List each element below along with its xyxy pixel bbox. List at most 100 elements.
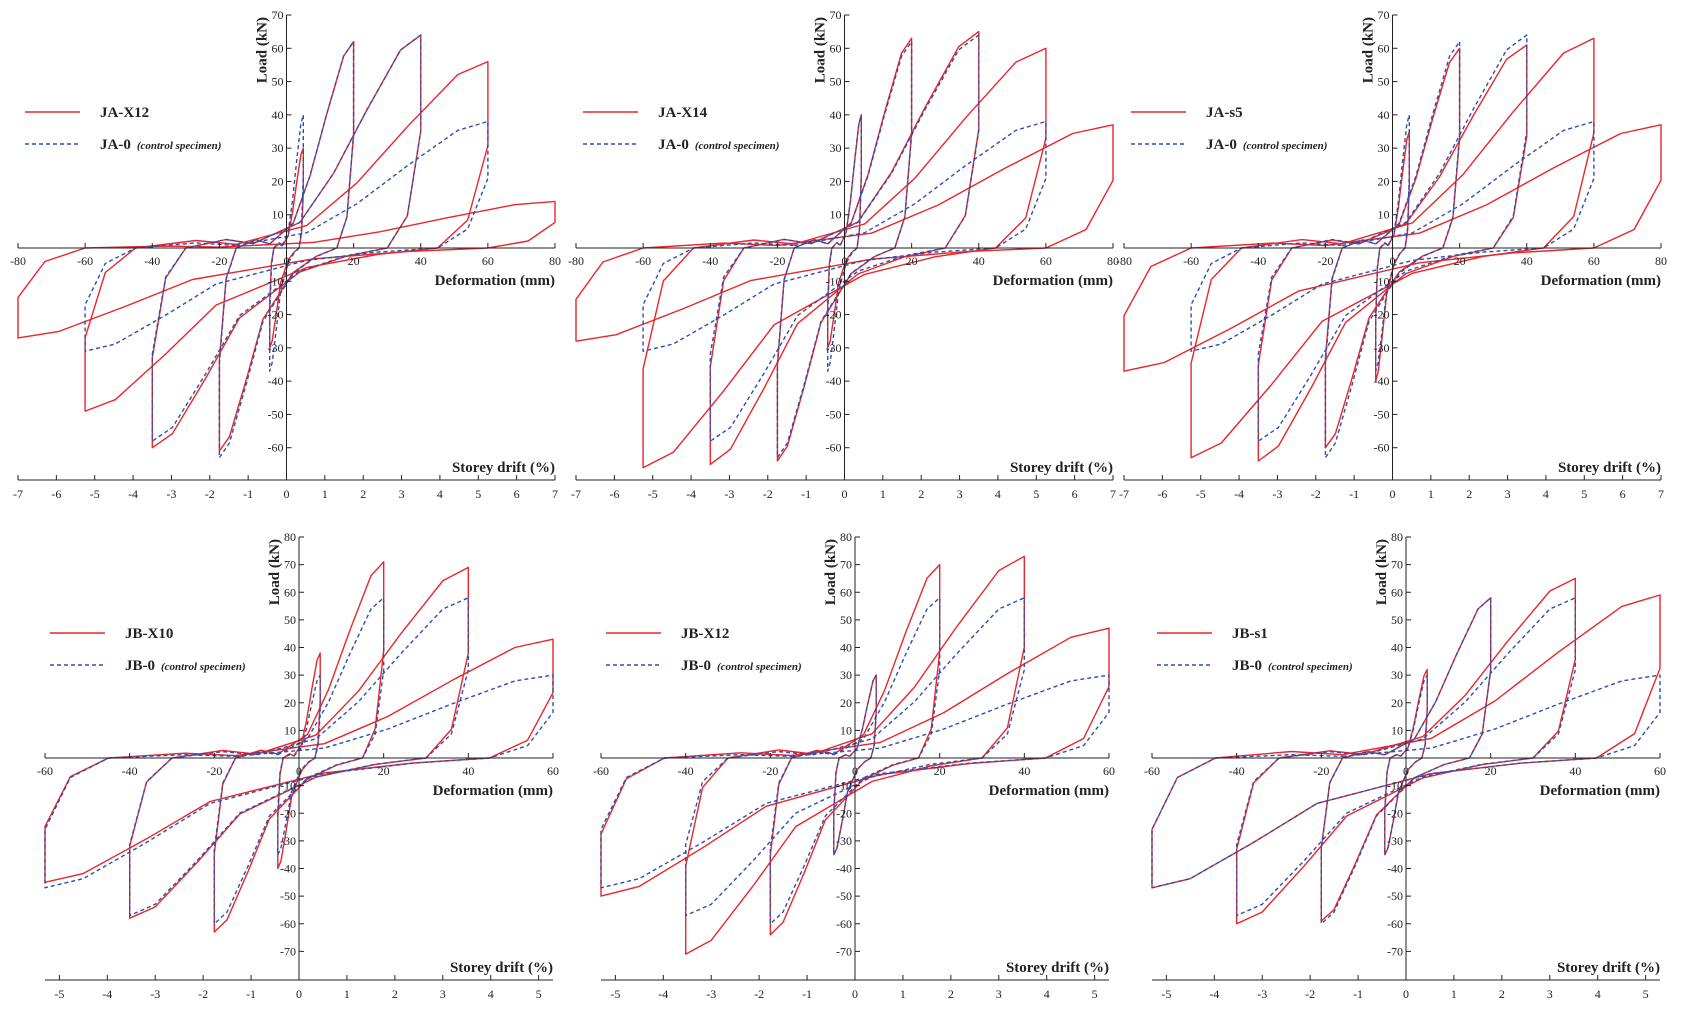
y-tick-label: 10 xyxy=(1391,723,1403,737)
y-tick-label: -10 xyxy=(836,779,852,793)
series-JA-s5 xyxy=(1123,37,1662,462)
loop-JA-0-cycle-2 xyxy=(776,40,913,459)
drift-tick-label: 5 xyxy=(475,487,481,501)
drift-tick-label: 4 xyxy=(995,487,1001,501)
drift-tick-label: -4 xyxy=(102,987,112,1001)
drift-tick-label: -1 xyxy=(1349,487,1359,501)
y-axis-label: Load (kN) xyxy=(1361,17,1377,83)
hysteresis-plot: -80 -60 -40 -20 0 20 40 60 80 -60 -50 -40 -30 -20 -10 1… xyxy=(1116,8,1667,501)
legend-note: (control specimen) xyxy=(137,140,222,152)
hysteresis-plot: -80 -60 -40 -20 0 20 40 60 80 -60 -50 -40 -30 -20 -10 1… xyxy=(568,8,1119,501)
drift-tick-label: -2 xyxy=(198,987,208,1001)
legend-label: JA-X14 xyxy=(658,105,708,121)
y-tick-label: 10 xyxy=(284,723,296,737)
x-tick-label: 20 xyxy=(934,764,946,778)
hysteresis-plot: -60 -40 -20 0 20 40 60 -70 -60 -50 -40 -30 -20 -10 10 2… xyxy=(593,530,1115,1001)
x-tick-label: 60 xyxy=(1040,254,1052,268)
y-tick-label: 80 xyxy=(284,530,296,544)
drift-tick-label: -1 xyxy=(801,487,811,501)
loop-JB-0-cycle-4 xyxy=(600,674,1110,889)
drift-tick-label: -4 xyxy=(658,987,668,1001)
legend-label: JA-0 (control specimen) xyxy=(658,137,779,153)
loop-JA-0-cycle-2 xyxy=(1324,40,1461,459)
drift-tick-label: -7 xyxy=(1119,487,1129,501)
x-tick-label: 40 xyxy=(462,764,474,778)
loop-JA-0-cycle-1 xyxy=(269,114,304,372)
loop-JB-0-cycle-1 xyxy=(833,674,877,856)
x-tick-label: 60 xyxy=(547,764,559,778)
loop-JA-0-cycle-4 xyxy=(84,120,489,352)
x-tick-label: 20 xyxy=(348,254,360,268)
drift-tick-label: -5 xyxy=(648,487,658,501)
drift-tick-label: 6 xyxy=(1072,487,1078,501)
y-tick-label: 20 xyxy=(840,696,852,710)
x-tick-label: -20 xyxy=(1313,764,1329,778)
y-tick-label: 80 xyxy=(1391,530,1403,544)
loop-JA-X14-cycle-3 xyxy=(709,30,980,466)
x-tick-label: -40 xyxy=(678,764,694,778)
loop-JB-X12-cycle-3 xyxy=(685,555,1025,955)
y-tick-label: 10 xyxy=(830,208,842,222)
y-tick-label: -40 xyxy=(1374,374,1390,388)
y-axis-label: Load (kN) xyxy=(1374,539,1390,605)
series-JB-0 xyxy=(1151,597,1661,925)
legend-label: JB-0 (control specimen) xyxy=(125,658,246,674)
drift-tick-label: -3 xyxy=(1272,487,1282,501)
x-axis-label: Deformation (mm) xyxy=(989,783,1109,799)
x-tick-label: -40 xyxy=(1229,764,1245,778)
loop-JB-0-cycle-4 xyxy=(44,674,554,889)
drift-tick-label: 0 xyxy=(1403,987,1409,1001)
drift-tick-label: 2 xyxy=(1466,487,1472,501)
loop-JB-0-cycle-2 xyxy=(1320,597,1492,925)
legend-label: JB-X12 xyxy=(681,626,729,642)
drift-tick-label: 1 xyxy=(880,487,886,501)
drift-tick-label: -7 xyxy=(13,487,23,501)
y-tick-label: -50 xyxy=(1387,889,1403,903)
series-JA-0 xyxy=(1190,34,1595,459)
legend-label: JB-0 (control specimen) xyxy=(1232,658,1353,674)
drift-tick-label: 6 xyxy=(514,487,520,501)
series-JA-0 xyxy=(642,34,1047,459)
y-tick-label: -70 xyxy=(280,944,296,958)
y-tick-label: -60 xyxy=(1374,441,1390,455)
y-axis-label: Load (kN) xyxy=(813,17,829,83)
hysteresis-plot: -60 -40 -20 0 20 40 60 -70 -60 -50 -40 -30 -20 -10 10 2… xyxy=(1144,530,1666,1001)
legend-note: (control specimen) xyxy=(717,661,802,673)
drift-tick-label: -2 xyxy=(205,487,215,501)
y-tick-label: 70 xyxy=(272,8,284,22)
y-tick-label: 50 xyxy=(284,613,296,627)
drift-tick-label: 0 xyxy=(842,487,848,501)
loop-JA-X12-cycle-4 xyxy=(84,60,489,412)
y-tick-label: -10 xyxy=(280,779,296,793)
y-tick-label: -60 xyxy=(1387,917,1403,931)
y-tick-label: -70 xyxy=(836,944,852,958)
drift-tick-label: 2 xyxy=(948,987,954,1001)
drift-tick-label: 1 xyxy=(1451,987,1457,1001)
drift-tick-label: 2 xyxy=(360,487,366,501)
x-tick-label: -60 xyxy=(635,254,651,268)
drift-tick-label: 7 xyxy=(1658,487,1664,501)
y-tick-label: 20 xyxy=(1378,174,1390,188)
loop-JA-s5-cycle-3 xyxy=(1257,44,1528,462)
drift-tick-label: 7 xyxy=(552,487,558,501)
x-tick-label: 80 xyxy=(1655,254,1667,268)
y-tick-label: -10 xyxy=(826,274,842,288)
drift-tick-label: 1 xyxy=(322,487,328,501)
chart-jb-s1: -60 -40 -20 0 20 40 60 -70 -60 -50 -40 -30 -20 -10 10 2… xyxy=(1107,520,1667,1012)
hysteresis-plot: -60 -40 -20 0 20 40 60 -70 -60 -50 -40 -30 -20 -10 10 2… xyxy=(37,530,559,1001)
x-tick-label: -60 xyxy=(1183,254,1199,268)
y-tick-label: -40 xyxy=(1387,862,1403,876)
loop-JA-0-cycle-3 xyxy=(709,34,980,442)
y-tick-label: -30 xyxy=(268,341,284,355)
drift-tick-label: 0 xyxy=(284,487,290,501)
drift-tick-label: 3 xyxy=(996,987,1002,1001)
y-tick-label: 60 xyxy=(272,41,284,55)
x-tick-label: -20 xyxy=(211,254,227,268)
drift-axis-label: Storey drift (%) xyxy=(1558,460,1661,476)
series-JB-0 xyxy=(44,597,554,925)
y-tick-label: 40 xyxy=(284,641,296,655)
loop-JA-X14-cycle-5 xyxy=(575,124,1114,342)
drift-tick-label: 3 xyxy=(957,487,963,501)
legend-label: JA-s5 xyxy=(1206,105,1243,121)
x-tick-label: 20 xyxy=(906,254,918,268)
